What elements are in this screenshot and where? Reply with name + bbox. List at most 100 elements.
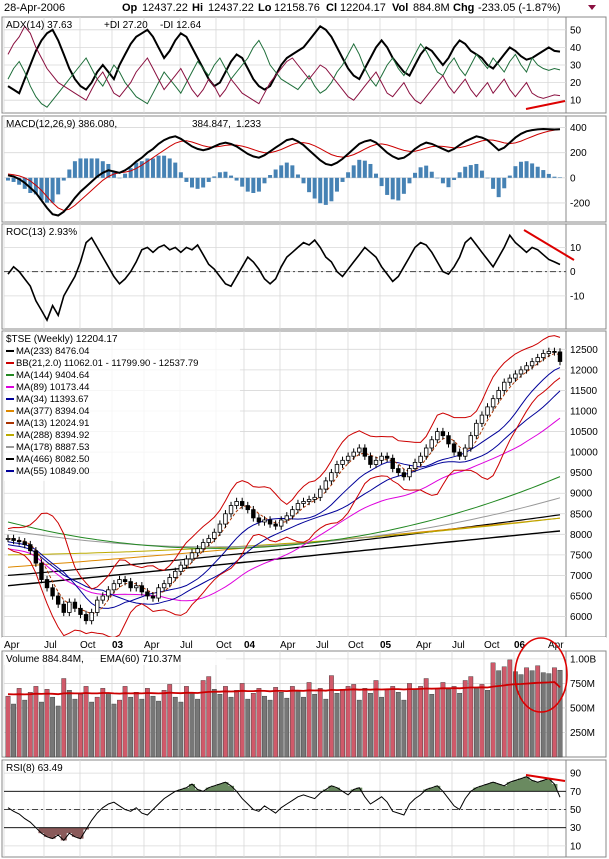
macd-histogram-bar	[89, 158, 94, 178]
price-candle-body	[345, 455, 351, 461]
header-chg-value: -233.05 (-1.87%)	[478, 2, 561, 14]
volume-bar	[150, 695, 156, 758]
macd-histogram-bar	[479, 170, 484, 178]
rsi-overbought-fill	[322, 789, 329, 792]
volume-bar	[172, 696, 178, 758]
adx-series-DI-line	[7, 39, 561, 108]
price-candle-body	[306, 498, 312, 502]
price-bb-upper-line	[7, 335, 561, 590]
macd-histogram-bar	[217, 172, 222, 178]
price-legend-entry: MA(178) 8887.53	[16, 442, 89, 453]
price-candle-body	[535, 357, 540, 363]
macd-histogram-bar	[407, 177, 412, 184]
rsi-oversold-fill	[77, 827, 84, 839]
price-candle-body	[546, 350, 552, 354]
volume-bar	[211, 689, 217, 758]
macd-histogram-bar	[195, 177, 200, 189]
rsi-overbought-fill	[328, 785, 335, 792]
macd-histogram-bar	[385, 177, 390, 195]
volume-bar	[524, 667, 529, 758]
price-candle-body	[323, 480, 329, 490]
volume-bar	[66, 690, 72, 758]
macd-histogram-bar	[552, 176, 557, 178]
macd-tick-label: 200	[570, 148, 587, 159]
volume-bar	[44, 689, 50, 758]
header-cl-value: 12204.17	[340, 2, 386, 14]
volume-bar	[518, 674, 524, 758]
price-candle-body	[351, 451, 356, 457]
volume-bar	[223, 686, 228, 758]
volume-bar	[306, 682, 312, 758]
price-candle-body	[156, 587, 161, 599]
volume-bar	[200, 680, 206, 758]
rsi-overbought-fill	[517, 778, 524, 792]
rsi-trend-annotation	[525, 774, 566, 782]
macd-histogram-bar	[201, 177, 206, 188]
price-legend-entry: MA(13) 12024.91	[16, 418, 89, 429]
rsi-tick-label: 70	[570, 787, 582, 798]
volume-bar	[89, 701, 95, 758]
price-legend-entry: MA(55) 10849.00	[16, 466, 89, 477]
adx-tick-label: 10	[570, 96, 582, 107]
price-candle-body	[384, 455, 390, 459]
rsi-frame	[1, 759, 607, 858]
macd-histogram-bar	[256, 177, 261, 192]
x-axis-label: 05	[380, 640, 392, 651]
volume-bar	[100, 688, 106, 758]
x-axis-label: Oct	[484, 640, 500, 651]
volume-bar	[323, 698, 329, 758]
volume-bar	[496, 670, 502, 758]
price-ma89-line	[7, 417, 561, 602]
volume-bar	[133, 692, 139, 758]
volume-bar	[379, 696, 384, 758]
volume-bar	[368, 693, 373, 758]
price-candle-body	[173, 570, 178, 578]
price-tick-label: 8000	[570, 530, 593, 541]
macd-title: MACD(12,26,9) 386.080,	[6, 119, 117, 130]
rsi-title: RSI(8) 63.49	[6, 763, 63, 774]
price-candle-body	[485, 406, 490, 416]
price-candle-body	[262, 519, 267, 523]
x-axis-label: Oct	[216, 640, 232, 651]
volume-bar	[27, 692, 33, 758]
price-tick-label: 9000	[570, 489, 593, 500]
adx-tick-label: 20	[570, 78, 582, 89]
rsi-overbought-fill	[534, 782, 541, 792]
price-tick-label: 8500	[570, 509, 593, 520]
price-legend-entry: MA(377) 8394.04	[16, 406, 89, 417]
macd-histogram-bar	[100, 161, 105, 178]
macd-histogram-bar	[374, 173, 378, 178]
rsi-overbought-fill	[512, 780, 519, 792]
volume-bar	[78, 694, 83, 758]
macd-histogram-bar	[117, 177, 122, 179]
header-chg-label: Chg	[453, 2, 474, 14]
volume-bar	[407, 683, 412, 758]
price-candle-body	[167, 577, 172, 585]
volume-bar	[234, 690, 240, 758]
volume-bar	[189, 693, 195, 758]
macd-histogram-bar	[240, 177, 245, 187]
x-axis-label: Oct	[348, 640, 364, 651]
price-candle-body	[368, 455, 373, 465]
macd-histogram-bar	[368, 163, 373, 178]
macd-histogram-bar	[134, 162, 139, 178]
header-bar: 28-Apr-2006 Op 12437.22 Hi 12437.22 Lo 1…	[4, 2, 596, 14]
price-tick-label: 11500	[570, 386, 598, 397]
adx-panel: 50 40 30 20 10 ADX(14) 37.63 +DI 27.20 -DI 12.6…	[1, 16, 607, 114]
macd-histogram-bar	[72, 161, 77, 178]
x-axis-label: Jul	[44, 640, 57, 651]
volume-bar	[117, 699, 122, 758]
volume-bar	[111, 703, 117, 758]
price-candle-body	[22, 541, 27, 546]
macd-histogram-bar	[39, 177, 44, 200]
rsi-oversold-fill	[49, 827, 56, 839]
macd-histogram-bar	[128, 168, 133, 178]
rsi-oversold-fill	[60, 827, 67, 841]
adx-legend-minus-di: -DI 12.64	[160, 20, 202, 31]
macd-histogram-bar	[190, 177, 194, 188]
macd-histogram-bar	[295, 174, 300, 178]
adx-series-DI-line	[7, 25, 561, 105]
price-candle-body	[100, 595, 105, 601]
volume-bar	[473, 688, 479, 758]
macd-histogram-bar	[273, 169, 278, 178]
